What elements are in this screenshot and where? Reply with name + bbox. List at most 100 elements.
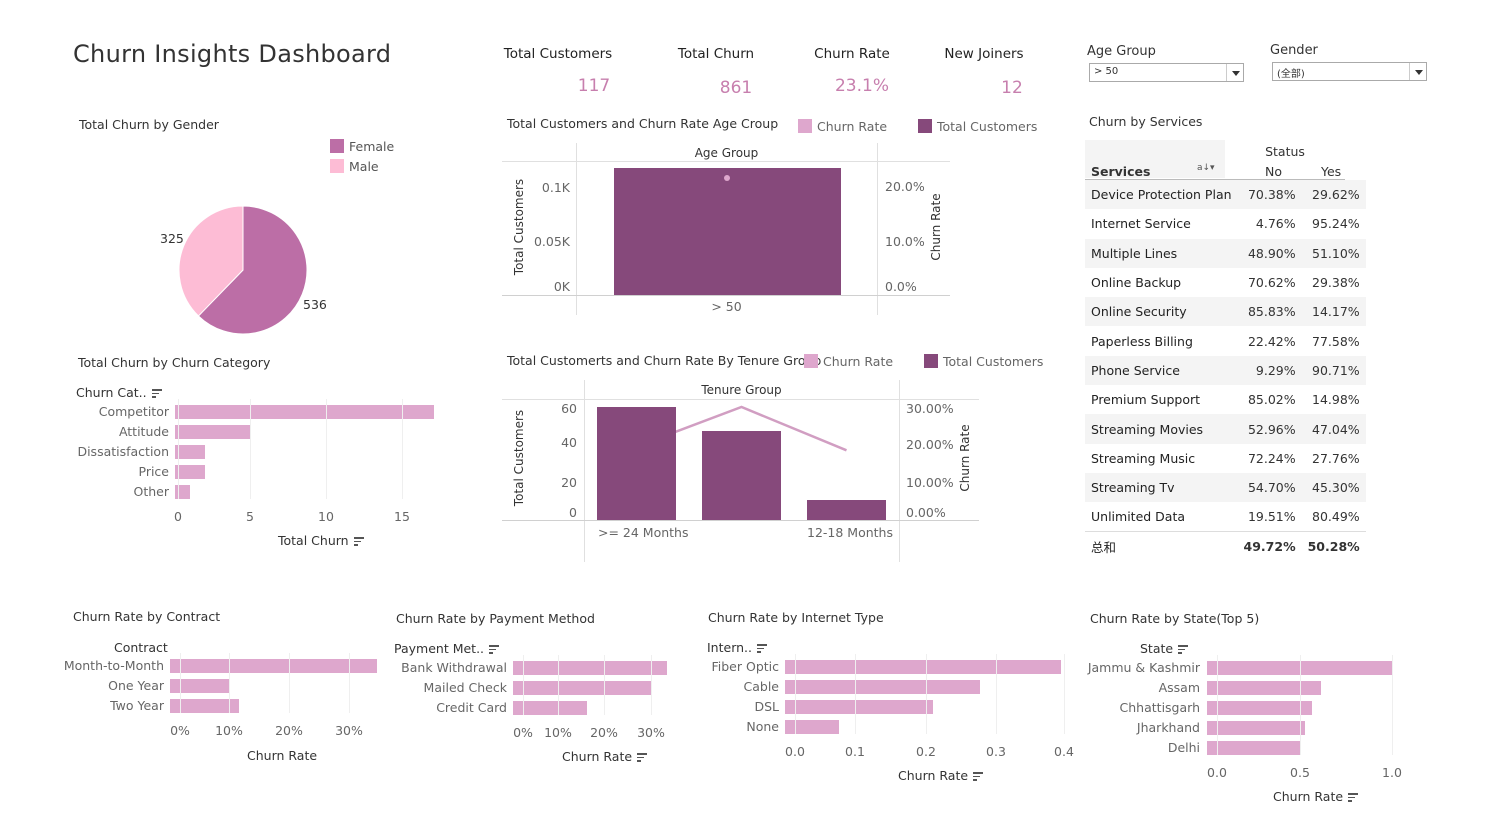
sort-az-icon[interactable]: a↓▾ (1197, 163, 1215, 173)
age-point-churn-rate[interactable] (724, 174, 730, 181)
legend-label-female[interactable]: Female (349, 139, 395, 154)
services-cell-yes: 80.49% (1312, 509, 1360, 525)
payment-category-label: Mailed Check (423, 680, 507, 695)
sort-icon[interactable] (1348, 793, 1359, 802)
services-cell-name: Multiple Lines (1085, 238, 1238, 268)
gender-select[interactable]: (全部) (1272, 62, 1427, 81)
state-bar[interactable] (1207, 701, 1313, 715)
payment-bar[interactable] (513, 681, 652, 695)
table-row[interactable]: Premium Support 85.02% 14.98% (1085, 385, 1366, 414)
chevron-down-icon[interactable] (1409, 63, 1426, 80)
state-gridline (1392, 655, 1393, 755)
category-col-header[interactable]: Churn Cat.. (76, 385, 162, 400)
state-tick: 0.5 (1290, 765, 1310, 780)
table-row[interactable]: Streaming Tv 54.70% 45.30% (1085, 472, 1366, 503)
contract-bar[interactable] (170, 699, 239, 713)
payment-tick: 20% (590, 725, 618, 740)
sort-icon[interactable] (637, 753, 648, 762)
table-row[interactable]: Internet Service 4.76% 95.24% (1085, 209, 1366, 238)
services-cell-yes: 90.71% (1301, 355, 1366, 386)
internet-bar[interactable] (785, 680, 981, 694)
sort-icon[interactable] (353, 537, 364, 546)
category-bar[interactable] (175, 425, 252, 439)
sort-icon[interactable] (151, 389, 162, 398)
age-bar-total-customers[interactable] (614, 168, 841, 295)
services-cell-yes: 29.38% (1312, 275, 1360, 291)
age-x-label: > 50 (711, 299, 742, 314)
legend-label-total-customers[interactable]: Total Customers (943, 354, 1044, 369)
payment-gridline (604, 655, 605, 715)
category-tick: 10 (318, 509, 334, 524)
category-category-label: Price (138, 464, 170, 479)
internet-bar[interactable] (785, 700, 934, 714)
state-bar[interactable] (1207, 741, 1300, 755)
table-row[interactable]: Paperless Billing 22.42% 77.58% (1085, 326, 1366, 355)
kpi-total-churn-value: 861 (719, 78, 753, 98)
kpi-new-joiners-value: 12 (1001, 78, 1023, 98)
payment-bar[interactable] (513, 701, 587, 715)
legend-label-male[interactable]: Male (349, 159, 379, 174)
contract-bar[interactable] (170, 679, 230, 693)
internet-bar[interactable] (785, 720, 839, 734)
internet-category-label: Cable (743, 679, 780, 694)
category-category-label: Attitude (118, 424, 169, 439)
contract-tick: 30% (335, 723, 363, 738)
services-cell-name: Streaming Music (1091, 450, 1196, 466)
age-ylabel-right: Churn Rate (929, 193, 943, 261)
age-right-tick: 20.0% (885, 179, 925, 194)
category-bar[interactable] (175, 465, 206, 479)
age-chart-header: Age Group (694, 146, 759, 160)
table-row[interactable]: Unlimited Data 19.51% 80.49% (1085, 502, 1366, 531)
sort-icon[interactable] (973, 772, 984, 781)
table-row[interactable]: Online Security 85.83% 14.17% (1085, 297, 1366, 327)
state-gridline (1217, 655, 1218, 755)
legend-label-churn-rate[interactable]: Churn Rate (823, 354, 894, 369)
services-col-header[interactable]: Services (1091, 164, 1151, 179)
pie-slice-female[interactable] (197, 205, 308, 335)
internet-bar[interactable] (785, 660, 1061, 674)
legend-label-total-customers[interactable]: Total Customers (937, 119, 1038, 134)
table-row[interactable]: Multiple Lines 48.90% 51.10% (1085, 238, 1366, 268)
contract-col-header[interactable]: Contract (114, 640, 168, 655)
state-tick: 1.0 (1382, 765, 1402, 780)
contract-category-label: Month-to-Month (63, 658, 164, 673)
state-category-label: Jammu & Kashmir (1087, 660, 1200, 675)
pie-slice-male[interactable] (178, 205, 244, 317)
sort-icon[interactable] (489, 645, 500, 654)
services-cell-yes: 14.98% (1312, 392, 1360, 408)
state-bar[interactable] (1207, 721, 1305, 735)
payment-bar[interactable] (513, 661, 667, 675)
services-cell-no: 9.29% (1237, 355, 1302, 386)
gender-panel-title: Total Churn by Gender (79, 117, 219, 132)
age-group-select[interactable]: > 50 (1089, 63, 1244, 82)
age-left-tick: 0.1K (541, 180, 570, 195)
sort-icon[interactable] (757, 644, 767, 653)
tenure-right-tick: 30.00% (906, 401, 954, 416)
sort-icon[interactable] (1178, 645, 1189, 654)
category-bar[interactable] (175, 445, 206, 459)
services-panel-title: Churn by Services (1089, 114, 1203, 129)
internet-col-header[interactable]: Intern.. (707, 640, 767, 655)
state-col-header[interactable]: State (1140, 641, 1189, 656)
table-row[interactable]: Streaming Movies 52.96% 47.04% (1085, 414, 1366, 444)
table-row[interactable]: Device Protection Plan 70.38% 29.62% (1085, 180, 1366, 210)
legend-label-churn-rate[interactable]: Churn Rate (817, 119, 888, 134)
tenure-right-tick: 0.00% (906, 505, 946, 520)
contract-gridline (289, 653, 290, 713)
contract-bar[interactable] (170, 659, 377, 673)
services-cell-yes: 29.62% (1301, 180, 1366, 210)
payment-category-label: Bank Withdrawal (401, 660, 507, 675)
services-cell-yes: 47.04% (1301, 414, 1366, 444)
tenure-bar-total-customers[interactable] (702, 431, 781, 520)
tenure-bar-total-customers[interactable] (807, 500, 886, 520)
chevron-down-icon[interactable] (1226, 64, 1243, 81)
category-bar[interactable] (175, 405, 434, 419)
internet-tick: 0.3 (986, 744, 1006, 759)
table-row[interactable]: Phone Service 9.29% 90.71% (1085, 355, 1366, 386)
state-bar[interactable] (1207, 681, 1322, 695)
table-row[interactable]: Streaming Music 72.24% 27.76% (1085, 444, 1366, 473)
services-cell-no: 85.83% (1237, 297, 1302, 327)
table-row[interactable]: Online Backup 70.62% 29.38% (1085, 268, 1366, 297)
tenure-bar-total-customers[interactable] (597, 406, 676, 520)
payment-col-header[interactable]: Payment Met.. (394, 641, 500, 656)
